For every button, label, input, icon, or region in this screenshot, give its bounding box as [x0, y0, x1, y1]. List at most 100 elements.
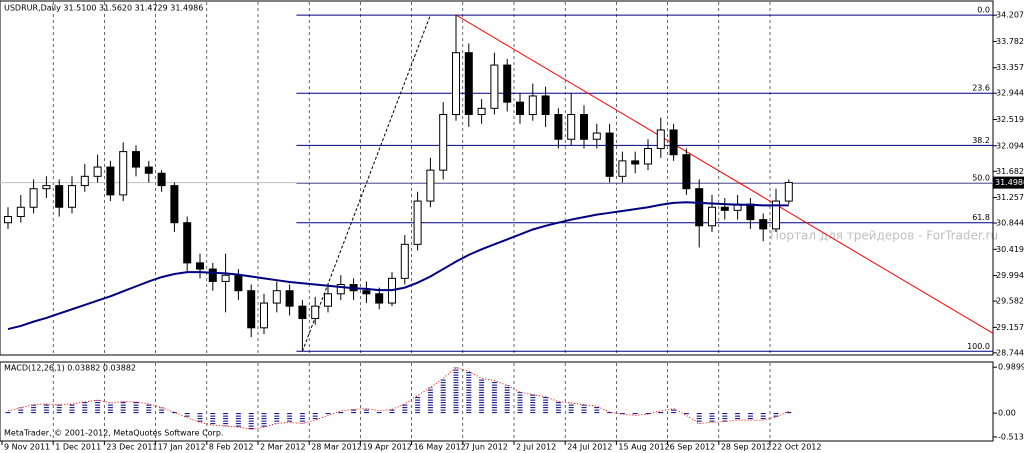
- x-tick-label: 24 Jul 2012: [567, 443, 612, 452]
- candle-body: [157, 172, 166, 187]
- y-tick-label: 31.2570: [996, 193, 1024, 202]
- candle-body: [221, 274, 230, 282]
- x-tick-label: 16 May 2012: [414, 443, 466, 452]
- candle-body: [580, 114, 588, 140]
- y-tick-label: 33.7820: [996, 37, 1024, 46]
- y-tick-label: 30.4195: [996, 245, 1024, 254]
- candle-body: [285, 290, 294, 307]
- x-tick-label: 22 Oct 2012: [772, 443, 821, 452]
- candle-body: [247, 290, 256, 329]
- fibo-label: 23.6: [972, 84, 990, 93]
- current-price-tag: [993, 176, 1024, 189]
- x-tick-label: 28 Sep 2012: [721, 443, 772, 452]
- moving-average: [7, 201, 789, 331]
- y-tick-label: 33.3570: [996, 63, 1024, 72]
- candle-body: [477, 107, 486, 116]
- candle-body: [234, 274, 243, 292]
- candle-body: [541, 95, 550, 116]
- y-tick-label: 31.6820: [996, 167, 1024, 176]
- candle-body: [170, 185, 179, 224]
- candle-body: [490, 64, 499, 109]
- candle-body: [272, 290, 281, 304]
- y-tick-label: 28.7445: [996, 348, 1024, 357]
- y-tick-label: 32.5195: [996, 115, 1024, 124]
- candle-body: [618, 160, 627, 177]
- candle-body: [720, 206, 729, 211]
- trendline: [455, 14, 994, 334]
- candle-body: [631, 160, 640, 165]
- candle-body: [375, 293, 384, 304]
- candle-body: [93, 166, 102, 177]
- candle-body: [784, 182, 793, 202]
- current-price-label: 31.4986: [995, 178, 1024, 187]
- x-tick-label: 15 Aug 2012: [618, 443, 669, 452]
- candle-body: [336, 284, 345, 295]
- candle-body: [311, 305, 320, 320]
- y-tick-label: 29.9945: [996, 271, 1024, 280]
- candle-body: [260, 302, 268, 329]
- macd-signal: [7, 367, 789, 430]
- candle-body: [298, 305, 307, 320]
- fibo-label: 38.2: [972, 136, 990, 145]
- candle-body: [119, 151, 128, 196]
- macd-pane: [0, 361, 994, 442]
- y-tick-label: 32.0945: [996, 141, 1024, 150]
- x-tick-label: 28 Mar 2012: [311, 443, 362, 452]
- x-tick-label: 19 Apr 2012: [362, 443, 411, 452]
- x-tick-label: 2 Mar 2012: [260, 443, 306, 452]
- x-tick-label: 17 Jan 2012: [158, 443, 206, 452]
- candle-body: [144, 166, 153, 174]
- fibo-label: 61.8: [972, 213, 990, 222]
- candle-body: [682, 154, 691, 190]
- y-tick-label: 29.5820: [996, 297, 1024, 306]
- x-tick-label: 8 Feb 2012: [209, 443, 254, 452]
- candle-body: [68, 185, 76, 208]
- candle-body: [362, 290, 371, 295]
- candle-body: [80, 175, 89, 187]
- fibo-label: 100.0: [967, 342, 990, 351]
- candle-body: [196, 262, 204, 270]
- watermark: Портал для трейдеров - ForTrader.ru: [770, 229, 998, 243]
- candle-body: [324, 293, 332, 307]
- candle-body: [29, 188, 38, 208]
- candle-body: [413, 200, 422, 245]
- x-tick-label: 23 Dec 2011: [106, 443, 157, 452]
- fibo-label: 50.0: [972, 174, 990, 183]
- candle-body: [16, 206, 25, 218]
- fibo-label: 0.0: [977, 6, 990, 15]
- candle-body: [452, 52, 460, 116]
- x-tick-label: 6 Sep 2012: [670, 443, 716, 452]
- candle-body: [503, 64, 512, 103]
- macd-title: MACD(12,26,1) 0.03882 0.03882: [4, 364, 136, 373]
- y-tick-label: 32.9445: [996, 89, 1024, 98]
- y-tick-label: 0.9899: [998, 363, 1024, 372]
- copyright: MetaTrader, © 2001-2012, MetaQuotes Soft…: [4, 429, 223, 438]
- y-tick-label: 34.2070: [996, 11, 1024, 20]
- candle-body: [106, 166, 115, 196]
- chart-title: USDRUR,Daily 31.5100 31.5620 31.4729 31.…: [4, 4, 203, 13]
- candle-body: [426, 169, 435, 202]
- candle-body: [759, 219, 768, 230]
- candle-body: [400, 243, 409, 279]
- candle-body: [656, 129, 665, 150]
- candle-body: [567, 114, 576, 140]
- candle-body: [516, 101, 524, 116]
- candle-body: [132, 151, 140, 168]
- candle-body: [528, 95, 537, 116]
- candle-body: [772, 200, 780, 230]
- candle-body: [695, 188, 704, 227]
- candle-body: [464, 52, 473, 116]
- candle-body: [439, 114, 448, 171]
- candle-body: [4, 216, 12, 224]
- candle-body: [208, 268, 217, 282]
- y-tick-label: 30.8445: [996, 219, 1024, 228]
- candle-body: [55, 185, 64, 208]
- candle-body: [746, 203, 755, 221]
- candle-body: [708, 206, 716, 227]
- candle-body: [592, 132, 601, 140]
- x-tick-label: 7 Jun 2012: [465, 443, 508, 452]
- x-tick-label: 9 Nov 2011: [4, 443, 50, 452]
- y-tick-label: -0.51339: [998, 432, 1024, 441]
